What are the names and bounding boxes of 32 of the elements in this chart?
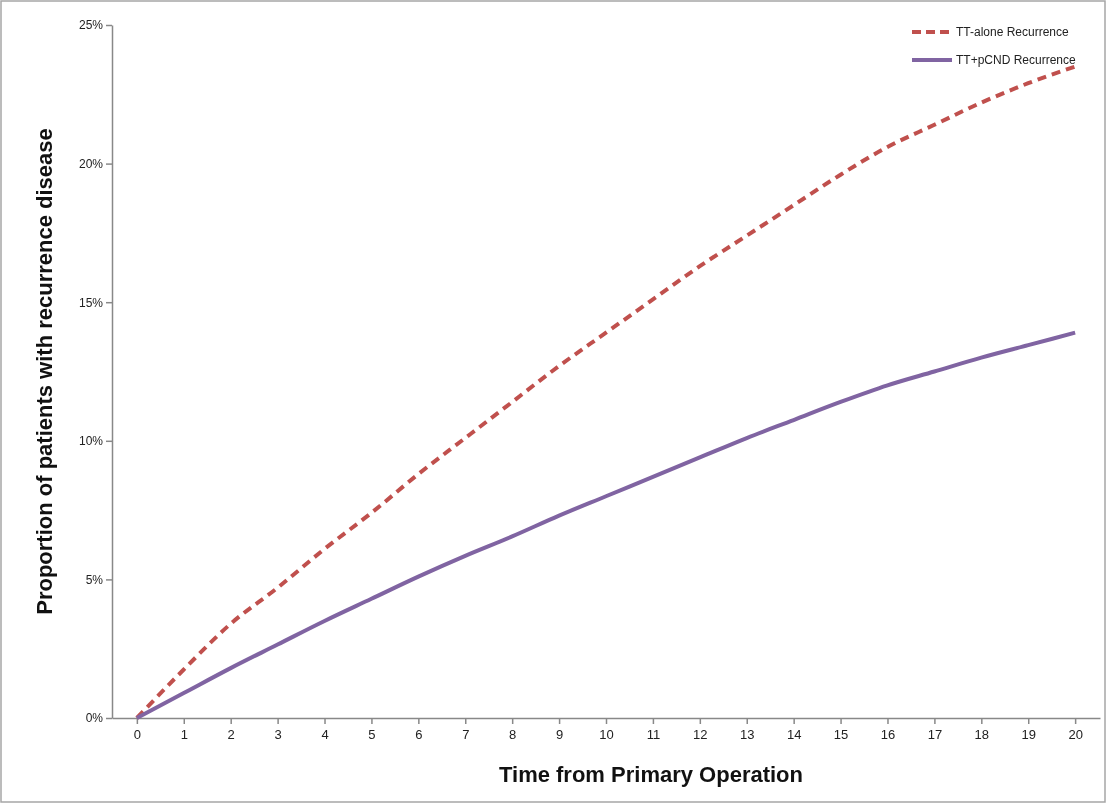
x-tick-label: 16 <box>880 727 896 743</box>
y-tick-label: 0% <box>85 711 104 726</box>
x-tick-label: 3 <box>274 727 282 743</box>
y-tick-label: 15% <box>78 295 104 310</box>
x-tick-label: 4 <box>321 727 329 743</box>
x-tick-label: 6 <box>415 727 423 743</box>
x-tick-label: 5 <box>368 727 376 743</box>
y-axis-title: Proportion of patients with recurrence disease <box>32 128 57 615</box>
x-tick-label: 1 <box>180 727 188 743</box>
x-tick-label: 13 <box>740 727 755 743</box>
y-tick-label: 25% <box>78 18 104 33</box>
y-tick-label: 20% <box>78 156 104 171</box>
x-tick-label: 14 <box>786 727 802 743</box>
y-tick-label: 5% <box>85 572 104 587</box>
x-tick-label: 19 <box>1021 727 1036 743</box>
x-tick-label: 11 <box>646 727 661 743</box>
x-tick-label: 0 <box>133 727 141 743</box>
legend-label: TT-alone Recurrence <box>956 25 1070 39</box>
x-tick-label: 10 <box>599 727 614 743</box>
x-tick-label: 18 <box>974 727 990 743</box>
x-tick-label: 7 <box>462 727 470 743</box>
line-series <box>134 330 1078 720</box>
x-tick-label: 9 <box>555 727 564 743</box>
x-tick-label: 2 <box>227 727 235 743</box>
x-tick-label: 8 <box>509 727 517 743</box>
x-tick-label: 20 <box>1068 727 1083 743</box>
x-axis-title: Time from Primary Operation <box>498 762 804 787</box>
legend-label: TT+pCND Recurrence <box>956 53 1077 67</box>
x-tick-label: 15 <box>833 727 849 743</box>
x-tick-label: 17 <box>927 727 943 743</box>
x-tick-label: 12 <box>693 727 708 743</box>
y-tick-label: 10% <box>78 434 104 449</box>
